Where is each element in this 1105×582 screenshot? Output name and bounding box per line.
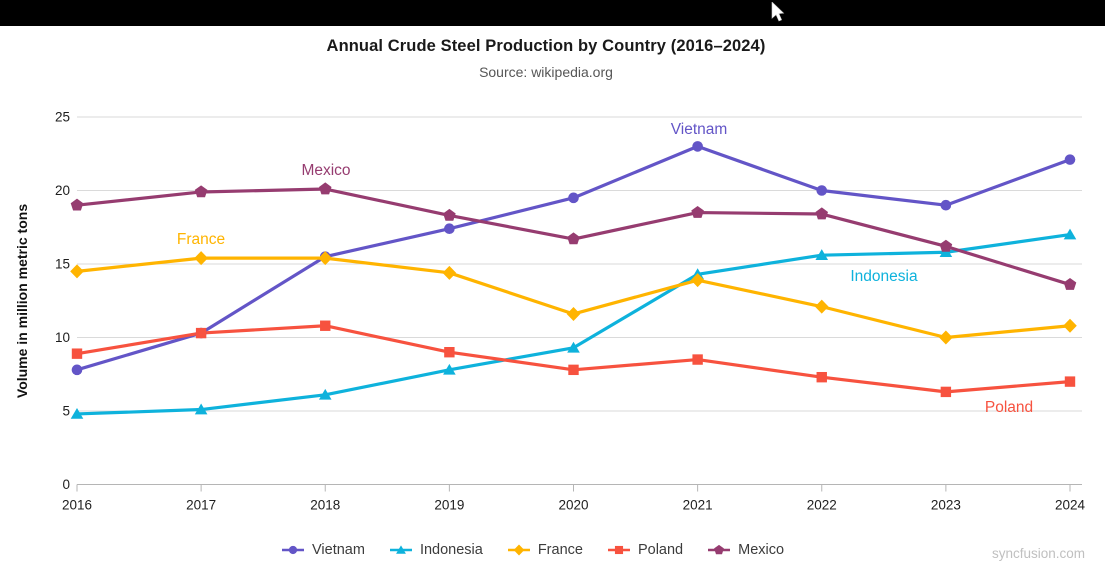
data-point-vietnam-2021[interactable] xyxy=(692,141,703,152)
legend-marker-france xyxy=(513,544,525,556)
data-point-vietnam-2024[interactable] xyxy=(1064,154,1076,165)
y-tick-label: 15 xyxy=(55,257,70,272)
data-point-poland-2023[interactable] xyxy=(940,386,952,398)
data-point-poland-2021[interactable] xyxy=(692,354,703,365)
data-point-vietnam-2016[interactable] xyxy=(71,364,83,376)
top-black-bar xyxy=(0,0,1105,26)
legend-diamond-marker-icon xyxy=(507,544,530,556)
legend-label: Poland xyxy=(637,542,684,558)
data-point-poland-2022[interactable] xyxy=(816,371,827,383)
data-point-mexico-2019[interactable] xyxy=(443,208,456,221)
legend-marker-indonesia xyxy=(396,545,406,554)
data-point-indonesia-2020[interactable] xyxy=(567,341,580,353)
legend-square-marker-icon xyxy=(607,545,630,555)
x-tick-label: 2022 xyxy=(807,498,837,513)
data-point-vietnam-2020[interactable] xyxy=(568,192,579,204)
x-tick-label: 2019 xyxy=(434,498,464,513)
x-tick-label: 2023 xyxy=(931,498,961,513)
legend-item-indonesia[interactable]: Indonesia xyxy=(389,542,483,558)
x-tick-label: 2021 xyxy=(683,498,713,513)
series-label-indonesia: Indonesia xyxy=(850,268,918,285)
data-point-france-2019[interactable] xyxy=(442,265,457,280)
data-point-indonesia-2019[interactable] xyxy=(443,363,456,375)
data-point-indonesia-2017[interactable] xyxy=(194,403,208,415)
data-point-mexico-2016[interactable] xyxy=(70,198,84,211)
series-label-france: France xyxy=(177,231,225,248)
legend-item-poland[interactable]: Poland xyxy=(607,542,683,558)
data-point-poland-2017[interactable] xyxy=(195,327,207,339)
x-tick-label: 2016 xyxy=(62,498,92,513)
data-point-mexico-2020[interactable] xyxy=(567,232,580,245)
data-point-vietnam-2022[interactable] xyxy=(816,185,828,196)
data-point-france-2017[interactable] xyxy=(194,251,208,266)
data-point-poland-2016[interactable] xyxy=(71,348,83,359)
legend-label: Vietnam xyxy=(312,542,365,558)
chart-subtitle: Source: wikipedia.org xyxy=(479,64,613,80)
data-point-poland-2019[interactable] xyxy=(444,347,455,358)
data-point-indonesia-2016[interactable] xyxy=(70,407,84,419)
data-point-france-2021[interactable] xyxy=(690,273,705,288)
data-point-france-2023[interactable] xyxy=(939,330,953,345)
y-tick-label: 10 xyxy=(55,330,70,345)
x-tick-label: 2024 xyxy=(1055,498,1086,513)
data-point-mexico-2018[interactable] xyxy=(319,182,332,195)
data-point-mexico-2017[interactable] xyxy=(194,185,208,198)
legend-pentagon-marker-icon xyxy=(708,544,731,555)
data-point-france-2024[interactable] xyxy=(1063,318,1077,333)
series-line-poland xyxy=(75,324,1072,394)
data-point-france-2020[interactable] xyxy=(566,306,581,321)
legend-item-vietnam[interactable]: Vietnam xyxy=(281,542,365,558)
x-tick-label: 2020 xyxy=(558,498,588,513)
y-tick-label: 25 xyxy=(55,110,70,125)
data-point-mexico-2024[interactable] xyxy=(1063,278,1077,290)
y-tick-label: 0 xyxy=(62,477,70,492)
data-point-france-2022[interactable] xyxy=(814,299,829,314)
legend-label: Mexico xyxy=(738,542,785,558)
series-label-vietnam: Vietnam xyxy=(671,121,728,138)
legend-item-france[interactable]: France xyxy=(507,542,583,558)
data-point-vietnam-2019[interactable] xyxy=(444,223,455,235)
data-point-poland-2018[interactable] xyxy=(320,320,331,331)
data-point-mexico-2023[interactable] xyxy=(939,239,953,252)
data-point-indonesia-2024[interactable] xyxy=(1063,228,1077,240)
legend-marker-poland xyxy=(614,545,624,555)
legend-label: France xyxy=(537,542,583,558)
chart-legend: Vietnam Indonesia France Poland Mexico xyxy=(281,542,784,558)
data-point-poland-2020[interactable] xyxy=(568,364,579,376)
legend-triangle-marker-icon xyxy=(389,545,412,554)
legend-label: Indonesia xyxy=(419,542,483,558)
y-tick-label: 5 xyxy=(62,404,70,419)
chart-title: Annual Crude Steel Production by Country… xyxy=(326,37,766,55)
data-point-france-2018[interactable] xyxy=(318,251,333,266)
series-line-indonesia xyxy=(75,233,1072,416)
x-tick-label: 2018 xyxy=(310,498,340,513)
series-line-france xyxy=(75,256,1072,340)
data-point-indonesia-2018[interactable] xyxy=(318,388,332,400)
y-tick-label: 20 xyxy=(55,183,70,198)
data-point-poland-2024[interactable] xyxy=(1064,376,1076,387)
data-point-mexico-2021[interactable] xyxy=(691,206,704,218)
watermark: syncfusion.com xyxy=(991,546,1085,561)
x-tick-label: 2017 xyxy=(186,498,216,513)
data-point-vietnam-2023[interactable] xyxy=(940,199,952,211)
legend-circle-marker-icon xyxy=(282,545,304,555)
legend-marker-vietnam xyxy=(288,545,298,555)
data-point-france-2016[interactable] xyxy=(70,264,84,279)
data-point-indonesia-2022[interactable] xyxy=(815,249,829,260)
series-label-poland: Poland xyxy=(985,399,1033,416)
legend-marker-mexico xyxy=(714,544,725,555)
legend-item-mexico[interactable]: Mexico xyxy=(707,542,784,558)
arrow-cursor-icon xyxy=(771,2,785,22)
series-label-mexico: Mexico xyxy=(301,162,350,179)
data-point-mexico-2022[interactable] xyxy=(815,207,829,220)
